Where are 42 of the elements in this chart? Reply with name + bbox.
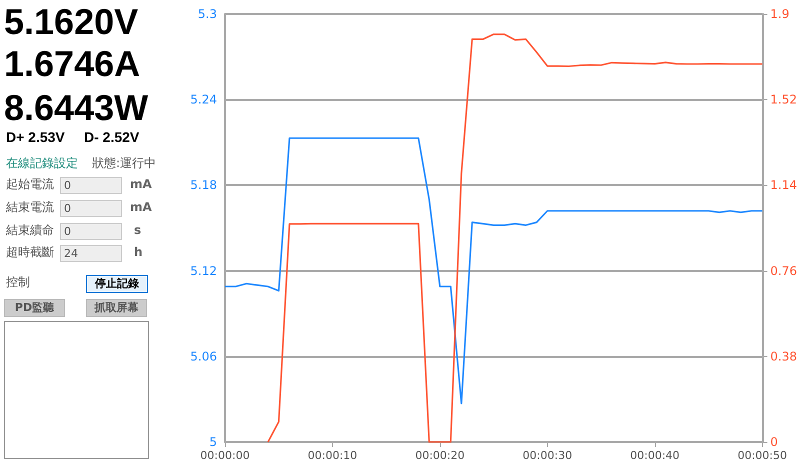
y-tick-label: 5.06 xyxy=(190,349,217,364)
x-tick-label: 00:00:10 xyxy=(308,449,358,462)
text: mA xyxy=(130,200,152,214)
text: D- 2.52V xyxy=(84,129,140,146)
input-field: 0 xyxy=(60,177,122,194)
x-tick-label: 00:00:00 xyxy=(200,449,250,462)
button: PD監聽 xyxy=(4,299,65,317)
y2-tick-label: 0.76 xyxy=(770,264,797,278)
y-tick-label: 5.18 xyxy=(190,178,217,192)
x-tick-label: 00:00:50 xyxy=(738,449,787,462)
input-field: 0 xyxy=(60,200,122,217)
x-tick-label: 00:00:40 xyxy=(630,449,680,462)
y-tick-label: 5.3 xyxy=(198,7,217,21)
text: 8.6443W xyxy=(4,87,148,128)
text: 控制 xyxy=(6,275,30,290)
text: 在線記錄設定 xyxy=(6,156,78,170)
y2-tick-label: 1.9 xyxy=(770,7,790,21)
x-tick-label: 00:00:30 xyxy=(522,449,572,462)
text: 起始電流 xyxy=(6,177,54,192)
y-tick-label: 5.24 xyxy=(190,92,217,107)
line-series xyxy=(267,33,764,443)
text: D+ 2.53V xyxy=(6,129,65,146)
input-field: 0 xyxy=(60,223,122,240)
button: 停止記錄 xyxy=(86,275,148,293)
text: 結束續命 xyxy=(6,223,54,238)
text: 5.1620V xyxy=(4,1,138,42)
y2-tick-label: 0.38 xyxy=(770,349,797,364)
x-tick-label: 00:00:20 xyxy=(415,449,465,462)
y2-tick-label: 0 xyxy=(770,435,778,449)
text: mA xyxy=(130,177,152,192)
text: s xyxy=(134,223,142,238)
text: 狀態:運行中 xyxy=(92,156,156,170)
y2-tick-label: 1.52 xyxy=(770,92,797,107)
y2-tick-label: 1.14 xyxy=(770,178,797,192)
y-tick-label: 5 xyxy=(209,435,217,449)
y-tick-label: 5.12 xyxy=(190,264,217,278)
button: 抓取屏幕 xyxy=(86,299,147,317)
text: 1.6746A xyxy=(4,43,140,84)
text: 結束電流 xyxy=(6,200,54,214)
text: h xyxy=(134,245,143,260)
text: 超時截斷 xyxy=(6,245,54,260)
input-field: 24 xyxy=(60,245,122,262)
